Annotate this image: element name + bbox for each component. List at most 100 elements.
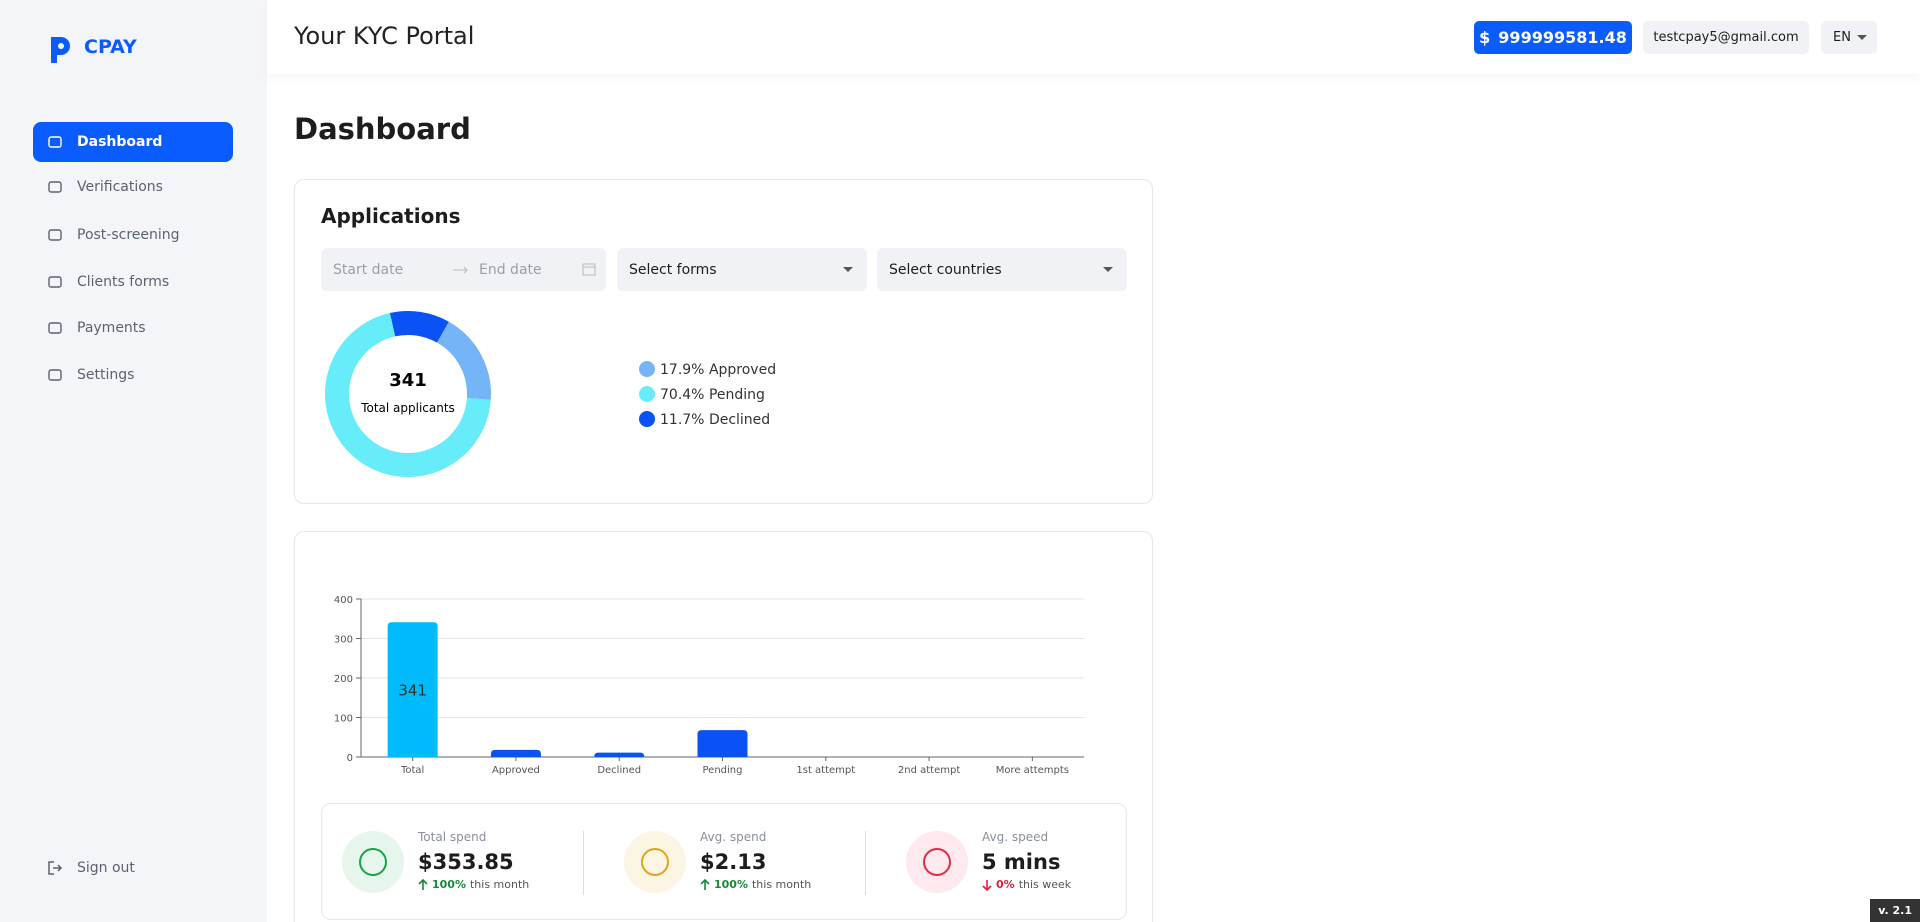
email-button[interactable]: testcpay5@gmail.com	[1643, 21, 1809, 54]
caret	[1103, 267, 1113, 272]
divider	[865, 831, 866, 895]
stat-change: 0%	[996, 878, 1015, 891]
icon-ring	[359, 848, 387, 876]
icon-ring	[641, 848, 669, 876]
stat-value: 5 mins	[982, 850, 1061, 874]
nav-label: Verifications	[77, 179, 163, 195]
nav-label: Payments	[77, 320, 146, 336]
language: EN	[1833, 30, 1851, 45]
legend-label: Declined	[709, 412, 770, 428]
divider	[583, 831, 584, 895]
stat-change: 100%	[432, 878, 466, 891]
x-tick-label: 2nd attempt	[898, 765, 960, 776]
caret	[1857, 35, 1867, 40]
balance-amount: 999999581.48	[1498, 28, 1627, 47]
range-arrow	[453, 266, 468, 273]
currency-symbol: $	[1479, 28, 1491, 47]
x-tick-label: Approved	[492, 765, 540, 776]
arrow-shape	[418, 878, 428, 890]
icon-shape	[48, 181, 62, 193]
nav-item[interactable]: Dashboard	[33, 122, 233, 162]
legend-label: Pending	[709, 387, 765, 403]
stat-value: $353.85	[418, 850, 514, 874]
stat-period: this month	[751, 878, 812, 891]
legend-swatch	[639, 411, 655, 427]
stat-change-row: 100% this month	[418, 878, 529, 891]
nav-label: Clients forms	[77, 274, 170, 290]
nav-icon	[48, 276, 62, 288]
nav-item[interactable]: Payments	[33, 308, 233, 348]
stat-icon	[342, 831, 404, 893]
nav-icon	[48, 136, 62, 148]
legend-entry: 70.4% Pending	[660, 387, 765, 403]
legend-value: 11.7%	[660, 412, 704, 428]
trend-arrow	[418, 878, 428, 890]
page-title: Dashboard	[294, 112, 471, 146]
calendar-icon	[582, 263, 596, 276]
stat-label: Avg. spend	[700, 830, 767, 844]
trend-arrow	[982, 879, 992, 891]
icon-shape	[48, 276, 62, 288]
version: v. 2.1	[1870, 899, 1920, 922]
stat-change-row: 100% this month	[700, 878, 811, 891]
portal-title: Your KYC Portal	[294, 22, 475, 50]
donut-total: 341	[389, 370, 427, 391]
nav-icon	[48, 181, 62, 193]
icon-shape	[48, 229, 62, 241]
x-tick-label: Pending	[703, 765, 743, 776]
date-range[interactable]: Start date End date	[321, 248, 606, 291]
icon-bg	[906, 831, 968, 893]
logo-icon	[51, 37, 70, 63]
icon-ring	[923, 848, 951, 876]
start-date: Start date	[333, 261, 404, 278]
stats-card: Total spend $353.85 100% this month Avg. spe…	[294, 531, 1153, 922]
bar-value-label: 341	[398, 682, 427, 700]
nav-label: Settings	[77, 367, 135, 383]
nav-icon	[48, 322, 62, 334]
nav-item[interactable]: Verifications	[33, 167, 233, 207]
nav-item[interactable]: Clients forms	[33, 262, 233, 302]
legend-entry: 11.7% Declined	[660, 412, 770, 428]
balance-button[interactable]: $ 999999581.48	[1474, 21, 1632, 54]
stat-icon	[624, 831, 686, 893]
caret	[843, 267, 853, 272]
x-tick-label: Total	[400, 765, 424, 776]
y-tick-label: 0	[347, 753, 353, 764]
stat-value: $2.13	[700, 850, 767, 874]
language-select[interactable]: EN	[1821, 21, 1877, 54]
donut-total-label: Total applicants	[360, 401, 455, 415]
stat-period: this month	[469, 878, 530, 891]
summary-box: Total spend $353.85 100% this month Avg. spe…	[321, 803, 1127, 920]
card-title: Applications	[321, 204, 461, 228]
x-tick-label: 1st attempt	[796, 765, 855, 776]
stat-label: Avg. speed	[982, 830, 1049, 844]
end-date: End date	[479, 261, 542, 278]
x-tick-label: More attempts	[996, 765, 1069, 776]
header: Your KYC Portal $ 999999581.48 testcpay5…	[267, 0, 1920, 74]
stat-change-row: 0% this week	[982, 878, 1071, 891]
arrow-shape	[700, 878, 710, 890]
forms-select[interactable]: Select forms	[617, 248, 867, 291]
countries-select[interactable]: Select countries	[877, 248, 1127, 291]
stat-label: Total spend	[418, 830, 487, 844]
bar	[697, 730, 748, 757]
stat-period: this week	[1018, 878, 1072, 891]
icon-shape	[48, 136, 62, 148]
sign-out-icon	[48, 861, 63, 875]
bar	[490, 749, 541, 757]
bar	[387, 622, 438, 757]
nav-item[interactable]: Settings	[33, 355, 233, 395]
donut-segment	[389, 311, 449, 343]
legend-value: 17.9%	[660, 362, 704, 378]
legend-value: 70.4%	[660, 387, 704, 403]
y-tick-label: 100	[334, 714, 353, 725]
y-tick-label: 300	[334, 635, 353, 646]
bar	[594, 752, 645, 757]
icon-bg	[624, 831, 686, 893]
nav-item[interactable]: Post-screening	[33, 215, 233, 255]
nav-label: Dashboard	[77, 134, 163, 150]
sign-out[interactable]: Sign out	[33, 848, 233, 888]
email: testcpay5@gmail.com	[1653, 30, 1799, 45]
icon-shape	[48, 369, 62, 381]
